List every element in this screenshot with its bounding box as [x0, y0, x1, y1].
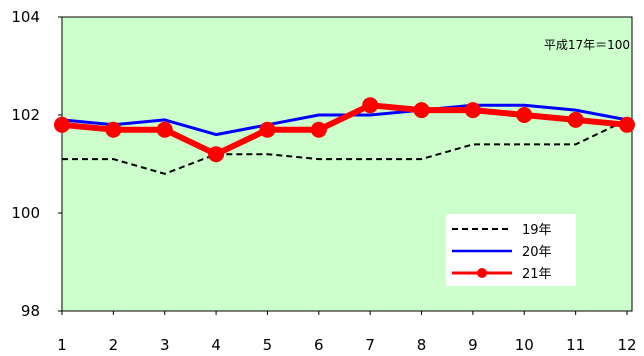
x-axis-labels: 1 2 3 4 5 6 7 8 9 10 11 12: [57, 311, 637, 354]
x-tick-label: 6: [314, 336, 324, 354]
x-tick-label: 1: [57, 336, 67, 354]
x-tick-label: 8: [417, 336, 427, 354]
series-marker-3: [156, 121, 173, 138]
legend-marker: [477, 268, 487, 278]
series-marker-3: [54, 116, 70, 133]
series-marker-3: [259, 121, 276, 138]
legend-label-1: 19年: [522, 223, 552, 238]
series-layer: [54, 97, 635, 175]
y-axis-labels: 98 100 102 104: [11, 8, 62, 320]
y-tick-label: 100: [11, 204, 40, 222]
x-tick-label: 7: [365, 336, 375, 354]
series-marker-3: [619, 116, 635, 133]
legend: 19年 20年 21年: [446, 214, 576, 286]
series-marker-3: [208, 146, 225, 163]
x-tick-label: 3: [160, 336, 170, 354]
series-line-3: [61, 102, 628, 158]
x-tick-label: 9: [468, 336, 478, 354]
series-marker-3: [105, 121, 122, 138]
x-tick-label: 12: [617, 336, 636, 354]
series-marker-3: [413, 102, 430, 119]
x-tick-label: 2: [109, 336, 119, 354]
y-tick-label: 98: [21, 302, 40, 320]
base-year-note: 平成17年＝100: [544, 38, 630, 52]
series-line-1: [62, 118, 628, 175]
series-marker-3: [362, 97, 379, 114]
series-marker-3: [567, 111, 584, 128]
y-tick-label: 104: [11, 8, 40, 26]
x-tick-label: 10: [515, 336, 534, 354]
series-marker-3: [464, 102, 481, 119]
legend-label-2: 20年: [522, 245, 552, 260]
y-tick-label: 102: [11, 106, 40, 124]
series-marker-3: [310, 121, 327, 138]
legend-label-3: 21年: [522, 267, 552, 282]
x-tick-label: 11: [566, 336, 585, 354]
x-tick-label: 4: [211, 336, 221, 354]
x-tick-label: 5: [263, 336, 273, 354]
series-marker-3: [516, 107, 533, 123]
